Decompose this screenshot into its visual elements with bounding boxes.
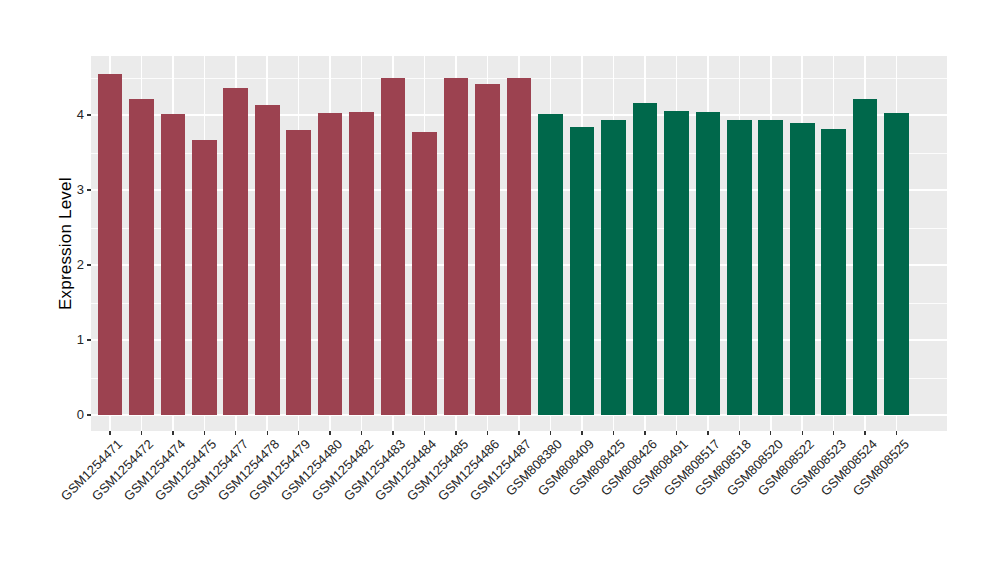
x-tick-mark <box>833 431 834 435</box>
expression-bar-chart: Expression Level 01234 GSM1254471GSM1254… <box>0 0 1000 580</box>
bar-GSM1254485 <box>444 78 469 416</box>
bar-GSM1254471 <box>98 74 123 415</box>
bar-GSM1254483 <box>381 78 406 415</box>
x-tick-mark <box>235 431 236 435</box>
x-tick-mark <box>770 431 771 435</box>
y-tick-label: 4 <box>50 107 84 123</box>
bar-GSM1254482 <box>349 112 374 415</box>
x-tick-mark <box>455 431 456 435</box>
bar-GSM1254475 <box>192 140 217 415</box>
x-tick-mark <box>141 431 142 435</box>
bar-GSM1254472 <box>129 99 154 415</box>
x-tick-mark <box>676 431 677 435</box>
bar-GSM808523 <box>821 129 846 415</box>
bar-GSM808517 <box>696 112 721 415</box>
bar-GSM1254479 <box>286 130 311 415</box>
x-tick-mark <box>267 431 268 435</box>
bar-GSM808524 <box>853 99 878 416</box>
bar-GSM808409 <box>570 127 595 415</box>
y-tick-label: 1 <box>50 332 84 348</box>
x-tick-mark <box>424 431 425 435</box>
x-tick-mark <box>487 431 488 435</box>
x-tick-mark <box>739 431 740 435</box>
y-tick-label: 3 <box>50 182 84 198</box>
x-tick-mark <box>707 431 708 435</box>
x-tick-mark <box>298 431 299 435</box>
x-tick-mark <box>109 431 110 435</box>
bar-GSM1254484 <box>412 132 437 416</box>
y-tick-mark <box>87 414 91 415</box>
y-tick-mark <box>87 339 91 340</box>
x-tick-mark <box>896 431 897 435</box>
bar-GSM1254474 <box>161 114 186 415</box>
y-tick-mark <box>87 189 91 190</box>
x-tick-mark <box>361 431 362 435</box>
y-tick-mark <box>87 264 91 265</box>
x-tick-mark <box>550 431 551 435</box>
bar-GSM1254487 <box>507 78 532 415</box>
y-tick-label: 0 <box>50 407 84 423</box>
x-tick-mark <box>802 431 803 435</box>
bar-GSM1254478 <box>255 105 280 416</box>
x-tick-mark <box>581 431 582 435</box>
x-tick-mark <box>329 431 330 435</box>
bar-GSM808491 <box>664 111 689 415</box>
y-tick-mark <box>87 114 91 115</box>
bar-GSM808425 <box>601 120 626 416</box>
x-tick-mark <box>392 431 393 435</box>
x-tick-mark <box>613 431 614 435</box>
y-tick-label: 2 <box>50 257 84 273</box>
x-tick-mark <box>518 431 519 435</box>
plot-panel <box>91 56 947 431</box>
x-tick-mark <box>172 431 173 435</box>
bar-GSM808520 <box>758 120 783 415</box>
bar-GSM808426 <box>633 103 658 415</box>
bar-GSM1254477 <box>223 88 248 415</box>
bar-GSM808518 <box>727 120 752 415</box>
bar-GSM1254486 <box>475 84 500 415</box>
x-tick-mark <box>644 431 645 435</box>
bar-GSM808522 <box>790 123 815 415</box>
bar-GSM808380 <box>538 114 563 416</box>
x-tick-mark <box>204 431 205 435</box>
x-tick-mark <box>864 431 865 435</box>
bar-GSM808525 <box>884 113 909 415</box>
bar-GSM1254480 <box>318 113 343 415</box>
